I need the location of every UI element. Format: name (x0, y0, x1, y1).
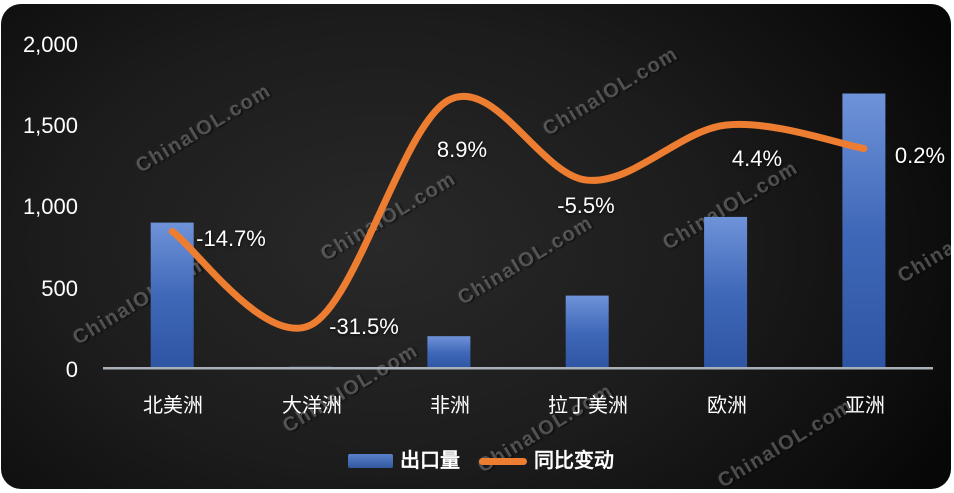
x-axis-label: 大洋洲 (282, 395, 342, 417)
x-axis-line (103, 367, 933, 370)
line-data-label: 0.2% (894, 143, 946, 168)
chart-legend: 出口量 同比变动 (348, 448, 614, 474)
bar-5 (842, 93, 886, 369)
y-axis-tick: 2,000 (22, 32, 78, 57)
line-data-label: -31.5% (329, 314, 399, 339)
bar-4 (704, 216, 748, 369)
line-data-label: -14.7% (196, 226, 266, 251)
legend-line-label: 同比变动 (534, 450, 614, 472)
x-axis-label: 亚洲 (845, 395, 885, 417)
bar-2 (427, 336, 471, 369)
legend-bar-label: 出口量 (400, 450, 460, 472)
legend-bar-swatch-icon (348, 454, 393, 468)
combo-chart (103, 92, 933, 370)
line-data-label: -5.5% (557, 193, 615, 218)
chart-labels-layer: 2,000 1,500 1,000 500 0 北美洲 大洋洲 非洲 拉丁美洲 欧洲 亚洲 -14.7… (1, 4, 951, 489)
y-axis-tick: 1,500 (22, 113, 78, 138)
yoy-line (168, 92, 868, 332)
x-axis-label: 非洲 (430, 395, 470, 417)
x-axis-label: 北美洲 (143, 395, 203, 417)
line-data-label: 4.4% (731, 146, 783, 171)
y-axis-tick: 500 (41, 276, 78, 301)
x-axis-label: 欧洲 (707, 395, 747, 417)
y-axis-tick: 0 (65, 357, 78, 382)
legend-line-swatch-icon (479, 457, 527, 465)
y-axis-tick: 1,000 (22, 194, 78, 219)
x-axis-label: 拉丁美洲 (548, 395, 628, 417)
bar-3 (565, 295, 609, 369)
chart-card: ChinaIOL.com ChinaIOL.com ChinaIOL.com Chin… (1, 4, 951, 489)
line-data-label: 8.9% (436, 137, 488, 162)
